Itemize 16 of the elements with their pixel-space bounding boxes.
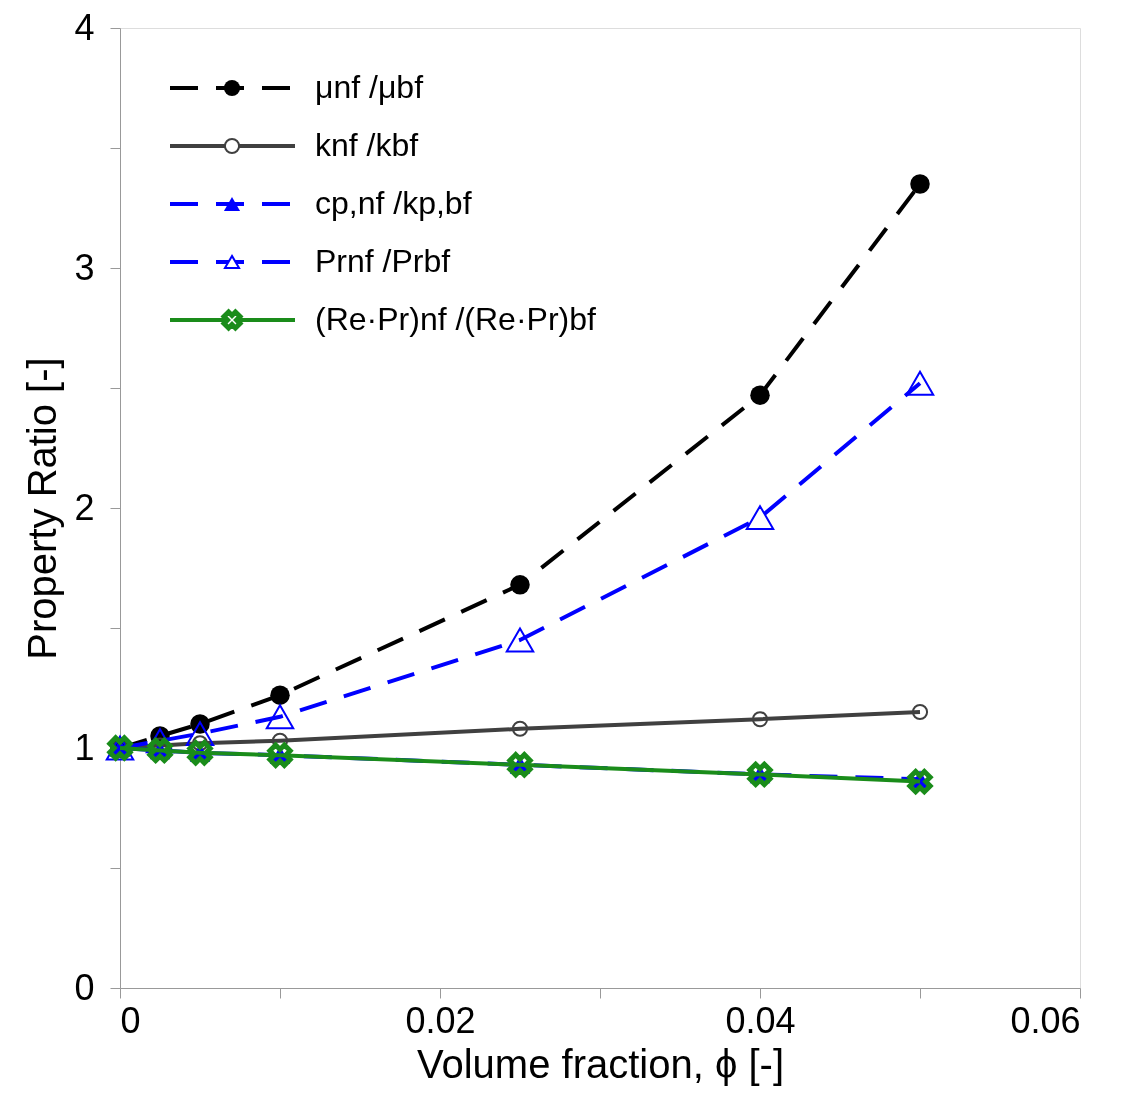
x-tick-label: 0.06 (1010, 999, 1081, 1041)
y-tick-label: 3 (74, 246, 95, 288)
legend-label: (Re·Pr)nf /(Re·Pr)bf (315, 301, 597, 337)
legend-label: knf /kbf (315, 127, 419, 163)
x-tick-label: 0 (120, 999, 141, 1041)
x-axis-title: Volume fraction, ϕ [-] (417, 1041, 784, 1086)
y-tick-label: 2 (74, 486, 95, 528)
y-axis-title: Property Ratio [-] (20, 357, 65, 660)
y-tick-label: 0 (74, 966, 95, 1008)
x-tick-label: 0.02 (405, 999, 476, 1041)
y-tick-label: 4 (74, 6, 95, 48)
y-tick-label: 1 (74, 726, 95, 768)
x-tick-label: 0.04 (725, 999, 796, 1041)
legend-label: μnf /μbf (315, 69, 424, 105)
legend-label: Prnf /Prbf (315, 243, 451, 279)
legend-label: cp,nf /kp,bf (315, 185, 472, 221)
